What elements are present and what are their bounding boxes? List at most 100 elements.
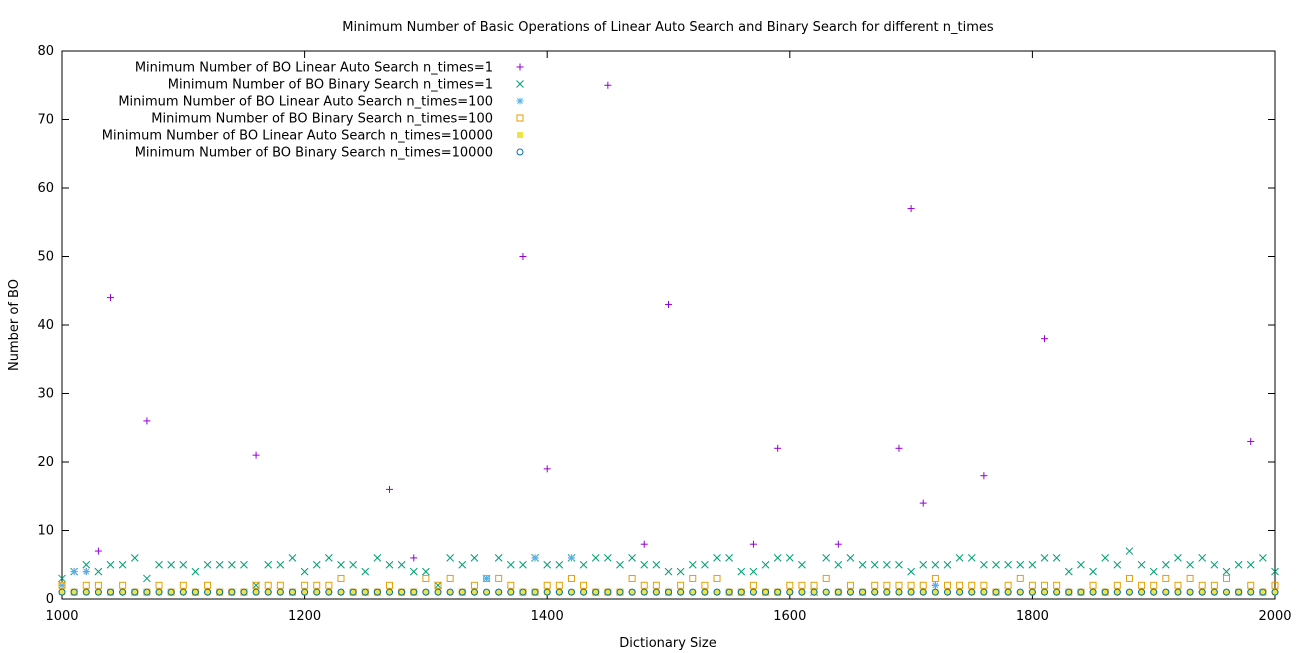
- data-point: [1210, 560, 1219, 569]
- data-point: [907, 581, 915, 589]
- data-point: [288, 554, 297, 562]
- data-point: [847, 589, 854, 596]
- data-point: [992, 560, 1000, 569]
- data-point: [556, 589, 563, 596]
- data-point: [737, 567, 746, 576]
- data-point: [107, 294, 115, 302]
- data-point: [434, 588, 442, 596]
- data-point: [301, 589, 308, 596]
- data-point: [1271, 581, 1279, 589]
- data-point: [204, 589, 211, 596]
- data-point: [592, 589, 599, 596]
- data-point: [519, 588, 527, 596]
- data-point: [313, 588, 321, 596]
- data-point: [822, 554, 831, 562]
- legend-marker: [516, 114, 524, 122]
- data-point: [325, 581, 333, 589]
- data-point: [1149, 567, 1158, 576]
- data-point: [386, 581, 394, 589]
- data-point: [811, 589, 818, 596]
- data-point: [519, 253, 527, 260]
- data-point: [919, 581, 927, 589]
- data-point: [907, 567, 915, 576]
- data-point: [1259, 588, 1267, 596]
- data-point: [94, 567, 103, 576]
- data-point: [871, 581, 879, 589]
- data-point: [580, 581, 588, 589]
- data-point: [653, 589, 660, 596]
- data-point: [1235, 588, 1243, 596]
- data-point: [1186, 560, 1194, 569]
- data-point: [713, 588, 721, 596]
- data-point: [882, 560, 891, 569]
- data-point: [519, 589, 526, 596]
- data-point: [507, 581, 515, 589]
- data-point: [119, 589, 126, 596]
- data-point: [82, 581, 90, 589]
- data-point: [1235, 589, 1242, 596]
- data-point: [1089, 588, 1097, 596]
- data-point: [786, 581, 794, 589]
- data-point: [337, 574, 345, 582]
- data-point: [870, 560, 879, 569]
- data-point: [1198, 581, 1206, 589]
- y-axis: 0 10 20 30 40 50 60 70 80: [37, 44, 1275, 607]
- data-point: [1271, 588, 1279, 596]
- data-point: [567, 554, 575, 562]
- data-point: [1041, 335, 1049, 343]
- data-point: [1016, 588, 1024, 596]
- data-point: [1077, 560, 1085, 569]
- legend-label: Minimum Number of BO Binary Search n_tim…: [151, 112, 493, 127]
- data-point: [483, 574, 491, 582]
- data-point: [846, 581, 854, 589]
- data-point: [1041, 589, 1048, 596]
- legend-label: Minimum Number of BO Binary Search n_tim…: [135, 146, 493, 161]
- data-point: [858, 560, 867, 569]
- data-point: [579, 560, 588, 569]
- data-point: [1222, 588, 1230, 596]
- data-point: [738, 589, 745, 596]
- data-point: [931, 588, 939, 596]
- data-point: [1089, 567, 1097, 576]
- data-point: [276, 588, 284, 596]
- data-point: [264, 560, 273, 569]
- data-point: [701, 588, 709, 596]
- data-point: [1150, 589, 1157, 596]
- data-point: [835, 589, 842, 596]
- data-point: [1259, 589, 1266, 596]
- data-point: [374, 589, 381, 596]
- data-point: [895, 560, 903, 569]
- data-point: [931, 581, 939, 589]
- data-point: [1174, 589, 1181, 596]
- data-point: [95, 589, 102, 596]
- data-point: [652, 581, 660, 589]
- data-point: [1162, 574, 1170, 582]
- data-point: [191, 567, 200, 576]
- data-point: [628, 588, 636, 596]
- data-point: [1138, 588, 1146, 596]
- data-point: [350, 589, 357, 596]
- data-point: [1101, 588, 1109, 596]
- data-point: [1210, 588, 1218, 596]
- legend-marker: [516, 80, 524, 88]
- data-point: [1247, 589, 1254, 596]
- data-point: [943, 588, 951, 596]
- data-point: [386, 588, 394, 596]
- data-point: [156, 589, 163, 596]
- data-point: [301, 588, 309, 596]
- data-point: [264, 581, 272, 589]
- data-point: [810, 588, 818, 596]
- data-point: [1150, 588, 1158, 596]
- data-point: [992, 588, 1000, 596]
- data-point: [932, 589, 939, 596]
- data-point: [398, 588, 406, 596]
- data-point: [834, 588, 842, 596]
- legend-label: Minimum Number of BO Linear Auto Search …: [102, 129, 493, 144]
- data-point: [871, 588, 879, 596]
- data-point: [470, 554, 479, 562]
- data-point: [83, 589, 90, 596]
- data-point: [616, 588, 624, 596]
- data-point: [725, 588, 733, 596]
- data-point: [798, 581, 806, 589]
